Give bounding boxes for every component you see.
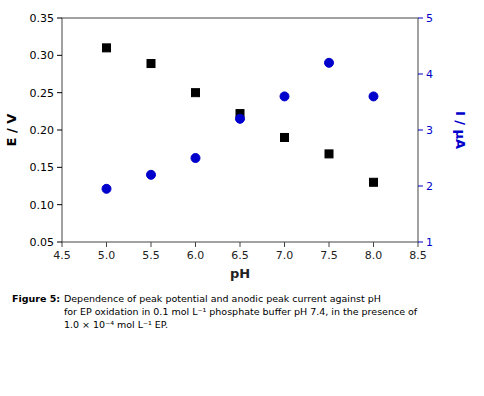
y-tick-label: 0.20 [30, 124, 55, 137]
point [280, 92, 289, 101]
y-tick [57, 55, 62, 56]
y-axis-label: E / V [4, 114, 19, 147]
point [191, 154, 200, 163]
caption-label: Figure 5: [12, 293, 60, 304]
y-tick [57, 18, 62, 19]
marks [102, 44, 378, 193]
point [325, 58, 334, 67]
point [325, 150, 333, 158]
x-tick [62, 242, 63, 247]
y-tick-label: 0.10 [30, 199, 55, 212]
x-axis-label: pH [230, 266, 250, 281]
point [369, 92, 378, 101]
y-tick [57, 92, 62, 93]
y2-tick-label: 3 [426, 124, 433, 137]
y2-tick [418, 74, 423, 75]
x-tick [151, 242, 152, 247]
y-tick-label: 0.05 [30, 236, 55, 249]
y-tick-label: 0.15 [30, 161, 55, 174]
x-tick-label: 5.0 [98, 249, 116, 262]
x-tick-label: 5.5 [142, 249, 160, 262]
x-tick-label: 6.0 [187, 249, 205, 262]
y-tick-label: 0.35 [30, 12, 55, 25]
point [102, 184, 111, 193]
y2-tick-label: 5 [426, 12, 433, 25]
caption-line: for EP oxidation in 0.1 mol L⁻¹ phosphat… [64, 306, 418, 317]
y-tick [57, 204, 62, 205]
x-tick [284, 242, 285, 247]
y-tick-label: 0.25 [30, 87, 55, 100]
x-tick-label: 7.0 [276, 249, 294, 262]
y-tick [57, 130, 62, 131]
point [147, 60, 155, 68]
y-tick [57, 167, 62, 168]
y2-tick-label: 4 [426, 68, 433, 81]
y2-tick-label: 1 [426, 236, 433, 249]
x-tick-label: 4.5 [53, 249, 71, 262]
y2-tick [418, 18, 423, 19]
point [281, 133, 289, 141]
y2-tick [418, 130, 423, 131]
point [370, 178, 378, 186]
y2-axis-label: I / μA [453, 111, 468, 149]
point [103, 44, 111, 52]
point [192, 89, 200, 97]
x-tick [195, 242, 196, 247]
plot-frame [62, 18, 418, 242]
y-tick [57, 242, 62, 243]
y2-tick [418, 242, 423, 243]
caption-line: 1.0 × 10⁻⁴ mol L⁻¹ EP. [64, 319, 168, 330]
x-tick [240, 242, 241, 247]
y-tick-label: 0.30 [30, 49, 55, 62]
x-tick-label: 8.0 [365, 249, 383, 262]
x-tick-label: 6.5 [231, 249, 249, 262]
caption-line: Dependence of peak potential and anodic … [64, 293, 381, 304]
x-tick-label: 7.5 [320, 249, 338, 262]
y2-tick [418, 186, 423, 187]
point [236, 114, 245, 123]
x-tick-label: 8.5 [409, 249, 427, 262]
x-tick [329, 242, 330, 247]
point [147, 170, 156, 179]
x-tick [373, 242, 374, 247]
x-tick [106, 242, 107, 247]
x-tick [418, 242, 419, 247]
caption-text: Dependence of peak potential and anodic … [64, 293, 418, 330]
y2-tick-label: 2 [426, 180, 433, 193]
